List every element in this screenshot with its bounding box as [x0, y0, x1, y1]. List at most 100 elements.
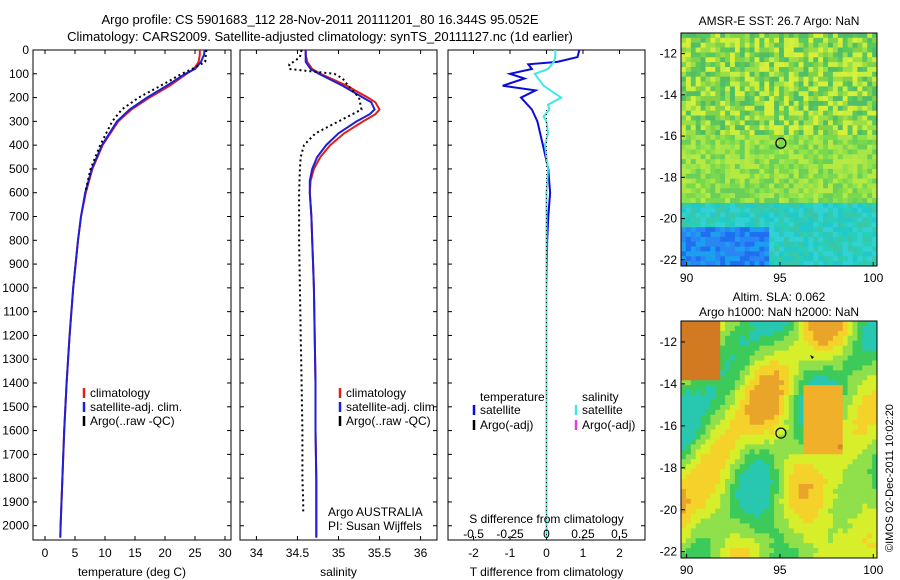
sla-map-cell	[734, 400, 741, 406]
sla-map-cell	[862, 488, 868, 495]
sla-map-cell	[685, 543, 692, 549]
sst-map-cell	[857, 232, 863, 238]
sst-map-cell	[808, 217, 814, 223]
sst-map-cell	[695, 251, 701, 257]
sla-map-cell	[739, 404, 746, 411]
sst-map-cell	[690, 173, 697, 180]
sla-map-cell	[730, 548, 736, 554]
sst-map-cell	[808, 110, 814, 116]
sla-map-cell	[705, 424, 711, 431]
sla-map-cell	[700, 429, 706, 435]
sst-map-cell	[715, 173, 721, 180]
sla-map-cell	[739, 355, 746, 361]
sla-map-cell	[734, 498, 741, 505]
sla-map-cell	[715, 360, 721, 366]
sst-map-cell	[828, 86, 834, 92]
sst-map-cell	[764, 251, 770, 257]
sst-map-cell	[813, 261, 819, 267]
sst-map-cell	[798, 37, 804, 44]
sst-map-cell	[783, 130, 790, 136]
sst-map-cell	[798, 134, 804, 141]
sst-map-cell	[744, 33, 750, 39]
sla-map-cell	[759, 523, 765, 529]
sla-map-cell	[793, 355, 799, 361]
sla-map-cell	[867, 355, 873, 361]
sst-map-cell	[730, 66, 736, 73]
sst-map-cell	[764, 222, 770, 228]
difference-xtick-label: -2	[468, 546, 479, 560]
sst-map-cell	[681, 42, 687, 48]
sla-map-cell	[872, 538, 878, 544]
sla-map-cell	[783, 350, 790, 356]
sst-map-cell	[823, 154, 829, 160]
sla-map-cell	[783, 340, 790, 347]
sla-map-cell	[744, 414, 750, 421]
sst-map-cell	[700, 86, 706, 92]
sla-map-cell	[852, 414, 858, 421]
sst-map-cell	[803, 222, 809, 228]
sst-map-cell	[837, 193, 844, 199]
sst-map-cell	[739, 251, 746, 257]
sla-map-cell	[749, 538, 755, 544]
sst-map-cell	[783, 164, 790, 170]
sla-map-cell	[832, 390, 839, 396]
sst-map-cell	[837, 251, 844, 257]
sla-map-cell	[744, 350, 750, 356]
sla-map-cell	[730, 459, 736, 465]
sst-map-cell	[818, 42, 824, 48]
sla-map-cell	[759, 395, 765, 401]
sst-map-cell	[828, 125, 834, 131]
sla-map-cell	[867, 454, 873, 460]
sst-map-cell	[695, 168, 701, 175]
sst-map-cell	[852, 86, 858, 92]
sla-map-cell	[852, 533, 858, 539]
sst-map-cell	[685, 37, 692, 44]
sst-map-cell	[705, 47, 711, 53]
sst-map-cell	[700, 144, 706, 150]
sla-map-cell	[867, 424, 873, 431]
sla-map-cell	[818, 483, 824, 490]
sla-map-cell	[832, 548, 839, 554]
sla-map-frame	[680, 320, 878, 559]
sst-map-cell	[715, 232, 721, 238]
sst-map-cell	[818, 164, 824, 170]
sst-map-cell	[710, 193, 716, 199]
sla-map-cell	[725, 395, 731, 401]
sst-map-cell	[808, 212, 814, 218]
sst-map-cell	[744, 100, 750, 107]
sla-map-cell	[759, 345, 765, 352]
sla-map-cell	[847, 370, 853, 376]
sst-map-cell	[808, 236, 814, 243]
sst-map-cell	[695, 105, 701, 112]
sla-map-cell	[705, 409, 711, 416]
sst-map-cell	[734, 207, 741, 213]
sla-map-cell	[847, 488, 853, 495]
sla-map-cell	[759, 444, 765, 450]
sst-map-cell	[842, 57, 848, 63]
sst-map-cell	[803, 193, 809, 199]
sla-map-cell	[837, 350, 844, 356]
sla-map-cell	[690, 479, 697, 485]
sst-map-cell	[769, 164, 775, 170]
sla-map-cell	[715, 439, 721, 445]
sla-map-cell	[739, 488, 746, 495]
sst-map-cell	[734, 227, 741, 233]
sla-map-cell	[754, 370, 760, 376]
sst-map-cell	[872, 52, 878, 58]
sla-map-cell	[754, 424, 760, 431]
sst-map-cell	[818, 222, 824, 228]
sla-map-cell	[710, 325, 716, 332]
sla-map-cell	[734, 380, 741, 386]
sst-map-cell	[734, 76, 741, 82]
sla-map-cell	[788, 335, 795, 342]
sla-map-cell	[749, 528, 755, 534]
sla-map-cell	[867, 513, 873, 519]
sst-map-cell	[862, 37, 868, 44]
sst-map-cell	[774, 261, 780, 267]
sst-map-cell	[720, 202, 726, 209]
sst-map-cell	[872, 62, 878, 68]
sst-map-cell	[681, 198, 687, 204]
sst-map-cell	[813, 188, 819, 194]
sst-map-cell	[695, 42, 701, 48]
sst-map-cell	[828, 212, 834, 218]
